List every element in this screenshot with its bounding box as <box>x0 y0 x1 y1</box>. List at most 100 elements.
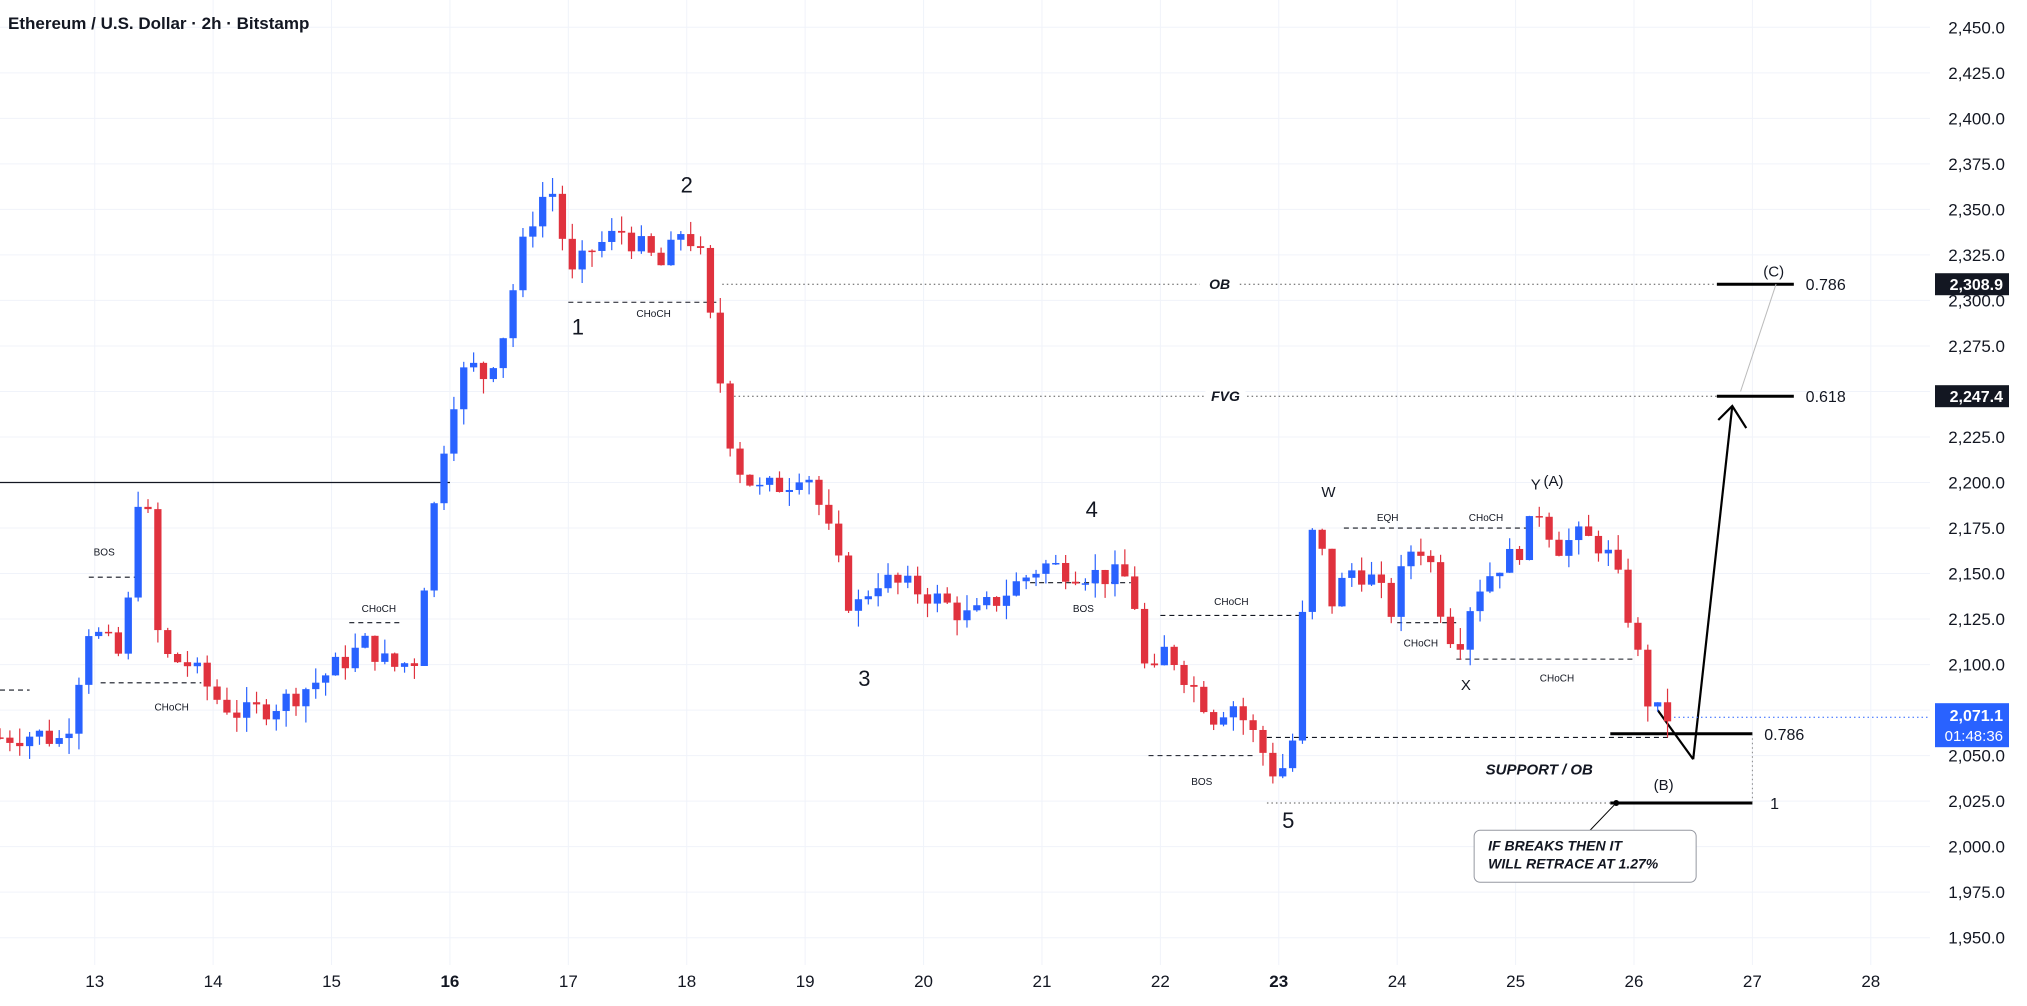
fib-level: 0.618 <box>1806 389 1846 406</box>
structure-label: BOS <box>94 548 115 559</box>
y-tick-label: 2,200.0 <box>1948 474 2005 493</box>
candle-body <box>992 597 1001 606</box>
candle-body <box>1446 616 1455 645</box>
wave-label: 1 <box>572 315 584 340</box>
candle-body <box>164 630 172 655</box>
candle-body <box>775 477 784 492</box>
candle-body <box>598 241 606 251</box>
candle-body <box>1298 611 1307 741</box>
candle-body <box>1496 572 1504 577</box>
wave-label: W <box>1321 484 1336 501</box>
candle-body <box>1121 564 1129 577</box>
candle-body <box>627 232 636 252</box>
candle-body <box>1219 717 1228 725</box>
candle-body <box>35 730 44 737</box>
x-tick-label: 21 <box>1033 972 1052 991</box>
candle-body <box>1456 644 1464 650</box>
candle-body <box>529 226 537 237</box>
candle-body <box>1545 516 1553 540</box>
projection-faint-path <box>1740 283 1777 392</box>
structure-label: EQH <box>1377 513 1399 524</box>
candle-body <box>854 599 863 611</box>
candle-body <box>341 656 349 669</box>
candle-body <box>519 236 527 291</box>
structure-label: BOS <box>1191 777 1212 788</box>
x-tick-label: 26 <box>1625 972 1644 991</box>
candle-body <box>844 555 853 611</box>
candle-body <box>193 662 201 667</box>
candle-body <box>884 574 892 589</box>
current-price-badge <box>1935 703 2009 748</box>
candle-body <box>1131 576 1139 609</box>
candle-body <box>696 246 705 248</box>
projection-arrowhead <box>1717 404 1748 429</box>
candle-body <box>134 506 142 598</box>
candle-body <box>1071 581 1080 584</box>
candle-body <box>114 632 123 654</box>
candle-body <box>983 597 991 606</box>
candle-body <box>1338 577 1346 607</box>
time-axis: 13 14 15 16 17 18 19 20 21 22 23 24 25 26 27 28 <box>85 972 1880 991</box>
candle-body <box>479 362 488 380</box>
candle-body <box>1328 548 1336 607</box>
candle-body <box>1476 591 1484 612</box>
candle-body <box>1150 663 1159 666</box>
candle-body <box>1555 539 1563 556</box>
y-tick-label: 2,425.0 <box>1948 64 2005 83</box>
candle-body <box>617 230 626 233</box>
candle-body <box>233 712 241 718</box>
candle-body <box>667 239 675 266</box>
wave-label: (B) <box>1654 777 1674 794</box>
candle-body <box>1288 740 1297 769</box>
candle-body <box>312 682 320 690</box>
y-tick-label: 2,325.0 <box>1948 246 2005 265</box>
structure-label: CHoCH <box>362 604 396 615</box>
candle-body <box>321 675 330 683</box>
x-tick-label: 24 <box>1388 972 1407 991</box>
candle-body <box>539 196 547 227</box>
candle-body <box>558 193 567 239</box>
candle-body <box>95 631 103 637</box>
y-tick-label: 1,950.0 <box>1948 929 2005 948</box>
x-tick-label: 19 <box>796 972 815 991</box>
y-tick-label: 2,150.0 <box>1948 565 2005 584</box>
candle-body <box>1111 564 1119 585</box>
candle-body <box>765 477 774 485</box>
candle-body <box>440 453 448 504</box>
candle-body <box>282 693 290 712</box>
candle-body <box>1002 595 1011 606</box>
candles-layer <box>0 178 1672 784</box>
candle-body <box>963 610 971 621</box>
candle-body <box>1229 706 1238 718</box>
wave-label: 5 <box>1282 808 1294 833</box>
candle-body <box>1160 646 1168 666</box>
candle-body <box>1663 702 1672 722</box>
candle-body <box>933 593 942 604</box>
candle-body <box>736 448 744 475</box>
candle-body <box>785 489 793 492</box>
candle-body <box>943 593 951 603</box>
candle-body <box>173 654 182 663</box>
candle-body <box>391 653 399 667</box>
candle-body <box>65 733 73 739</box>
zone-label-bg <box>1199 275 1240 294</box>
candle-body <box>1515 548 1524 561</box>
candle-body <box>904 575 912 583</box>
candle-body <box>637 236 645 252</box>
candle-body <box>1348 570 1356 578</box>
y-tick-label: 2,450.0 <box>1948 18 2005 37</box>
candle-body <box>805 479 813 483</box>
candle-body <box>548 193 557 197</box>
candle-body <box>410 663 419 666</box>
candle-body <box>1140 608 1149 664</box>
candle-body <box>874 588 882 597</box>
projection-path <box>1656 709 1695 760</box>
candle-body <box>1427 555 1435 563</box>
candle-body <box>1358 570 1366 585</box>
candle-body <box>716 312 724 384</box>
x-tick-label: 20 <box>914 972 933 991</box>
x-tick-label: 13 <box>85 972 104 991</box>
candle-body <box>1269 752 1277 777</box>
